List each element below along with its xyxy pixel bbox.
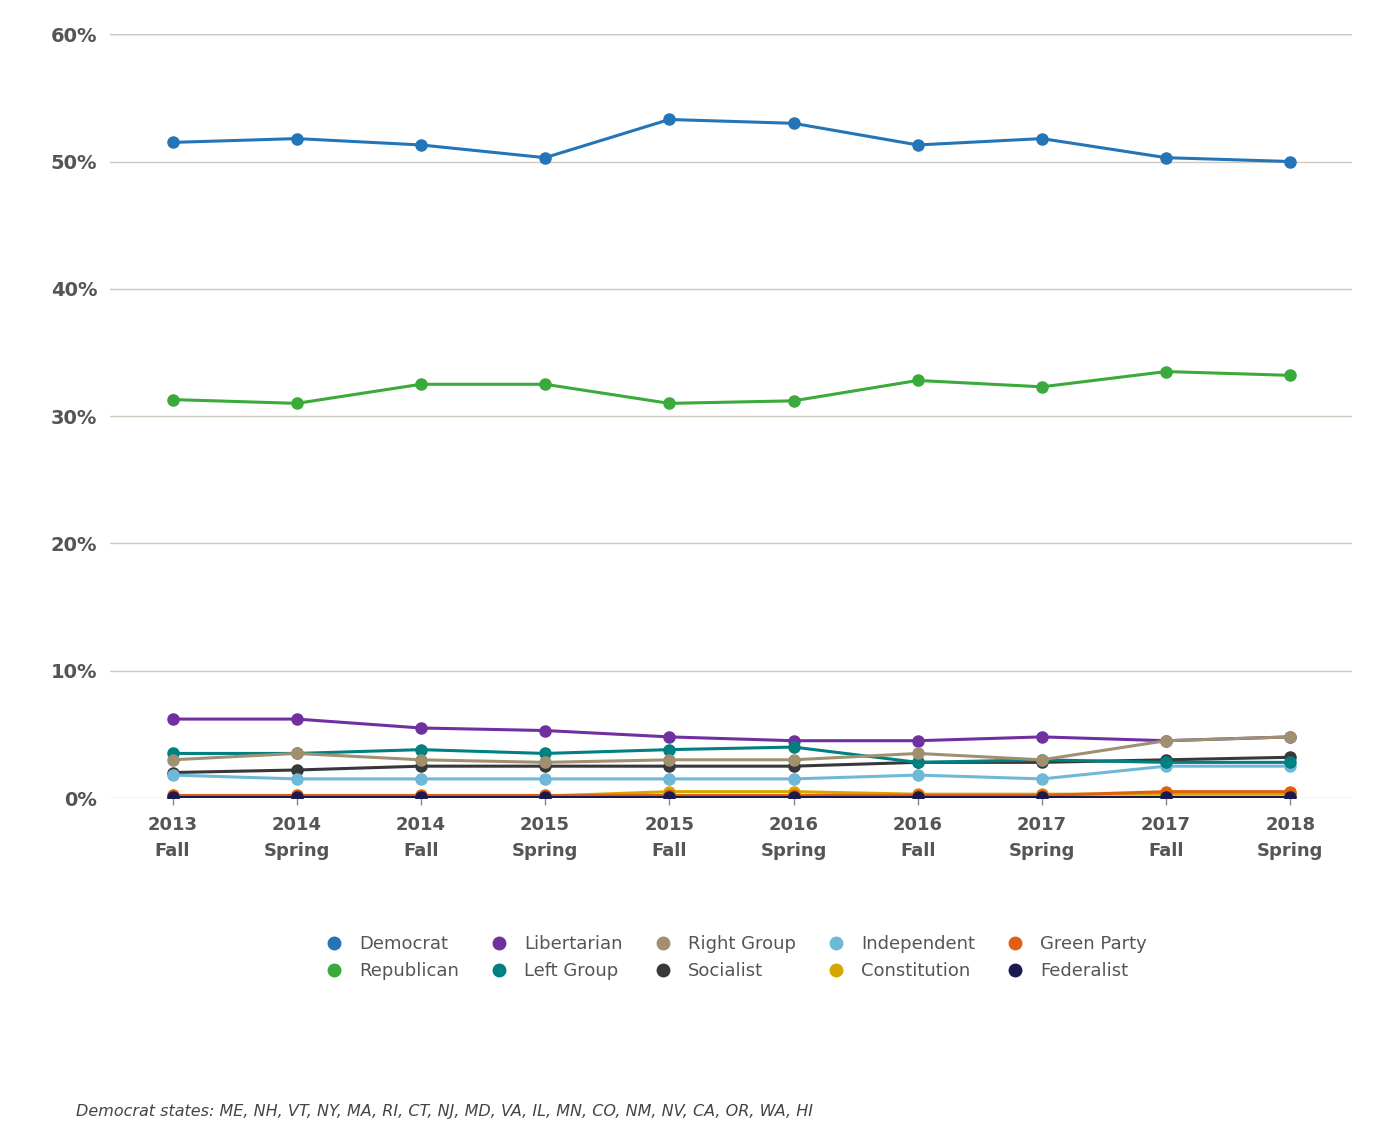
Legend: Democrat, Republican, Libertarian, Left Group, Right Group, Socialist, Independe: Democrat, Republican, Libertarian, Left … (316, 935, 1147, 980)
Text: Democrat states: ME, NH, VT, NY, MA, RI, CT, NJ, MD, VA, IL, MN, CO, NM, NV, CA,: Democrat states: ME, NH, VT, NY, MA, RI,… (76, 1105, 813, 1119)
